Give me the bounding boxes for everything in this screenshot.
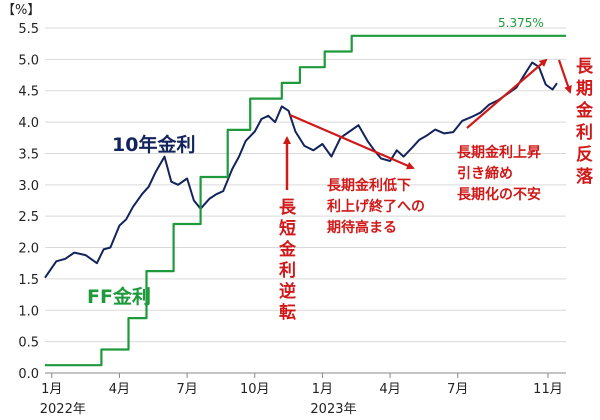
y-tick-label: 3.5 — [18, 147, 39, 162]
reversal-char: 金 — [575, 100, 594, 121]
inversion-char: 利 — [279, 260, 296, 281]
rise-arrow — [466, 58, 548, 129]
reversal-annotation: 長 期 金 利 反 落 — [575, 57, 594, 187]
y-tick-label: 5.5 — [18, 22, 39, 37]
series-group — [44, 34, 566, 367]
inversion-char: 短 — [279, 218, 296, 239]
reversal-char: 長 — [576, 57, 594, 77]
ff-level-label: 5.375% — [498, 16, 544, 30]
y-tick-label: 2.5 — [18, 210, 39, 225]
reversal-char: 利 — [576, 122, 593, 143]
gridlines — [45, 27, 566, 374]
rise-line: 長期金利上昇 — [457, 144, 541, 161]
reversal-char: 反 — [576, 145, 593, 165]
ff-series-label: FF金利 — [87, 285, 151, 308]
x-tick-label: 4月 — [109, 382, 130, 397]
y-tick-label: 3.0 — [18, 179, 39, 194]
y-tick-label: 0.0 — [18, 367, 39, 382]
drop-line: 長期金利低下 — [327, 177, 411, 194]
treasury-series-label: 10年金利 — [112, 133, 195, 156]
y-tick-label: 4.5 — [18, 85, 39, 100]
inversion-char: 逆 — [279, 281, 296, 302]
inversion-char: 長 — [279, 198, 297, 218]
inversion-char: 転 — [279, 302, 296, 323]
y-axis: 0.0 0.5 1.0 1.5 2.0 2.5 3.0 3.5 4.0 4.5 5.0 5.5 — [18, 22, 39, 382]
ff-rate-step-line — [45, 34, 566, 367]
inversion-char: 金 — [278, 239, 297, 260]
rise-annotation: 長期金利上昇 引き締め 長期化の不安 — [457, 144, 541, 203]
drop-annotation: 長期金利低下 利上げ終了への 期待高まる — [327, 177, 425, 236]
unit-label: 【%】 — [2, 3, 40, 18]
x-axis: 1月 4月 7月 10月 1月 4月 7月 11月 2022年 2023年 — [40, 373, 563, 417]
inversion-annotation: 長 短 金 利 逆 転 — [278, 198, 297, 323]
x-tick-label: 4月 — [379, 382, 400, 397]
drop-line: 利上げ終了への — [327, 198, 425, 215]
x-tick-label: 1月 — [312, 382, 333, 397]
x-tick-label: 11月 — [533, 382, 563, 397]
treasury-yield-line — [44, 61, 558, 279]
reversal-char: 期 — [576, 79, 593, 99]
y-tick-label: 5.0 — [18, 53, 39, 68]
rise-line: 引き締め — [457, 165, 513, 182]
y-tick-label: 2.0 — [18, 242, 39, 257]
drop-line: 期待高まる — [327, 219, 397, 236]
x-tick-label: 1月 — [41, 382, 62, 397]
rise-line: 長期化の不安 — [457, 186, 541, 203]
x-tick-label: 7月 — [447, 382, 468, 397]
y-tick-label: 4.0 — [18, 116, 39, 131]
y-tick-label: 1.5 — [18, 273, 39, 288]
y-tick-label: 1.0 — [18, 304, 39, 319]
x-year-label: 2023年 — [310, 402, 356, 417]
drop-arrow — [289, 113, 415, 170]
y-tick-label: 0.5 — [18, 336, 39, 351]
x-tick-label: 10月 — [240, 382, 270, 397]
x-tick-label: 7月 — [176, 382, 197, 397]
x-year-label: 2022年 — [40, 402, 86, 417]
reversal-arrow — [557, 59, 572, 94]
reversal-char: 落 — [576, 167, 594, 187]
